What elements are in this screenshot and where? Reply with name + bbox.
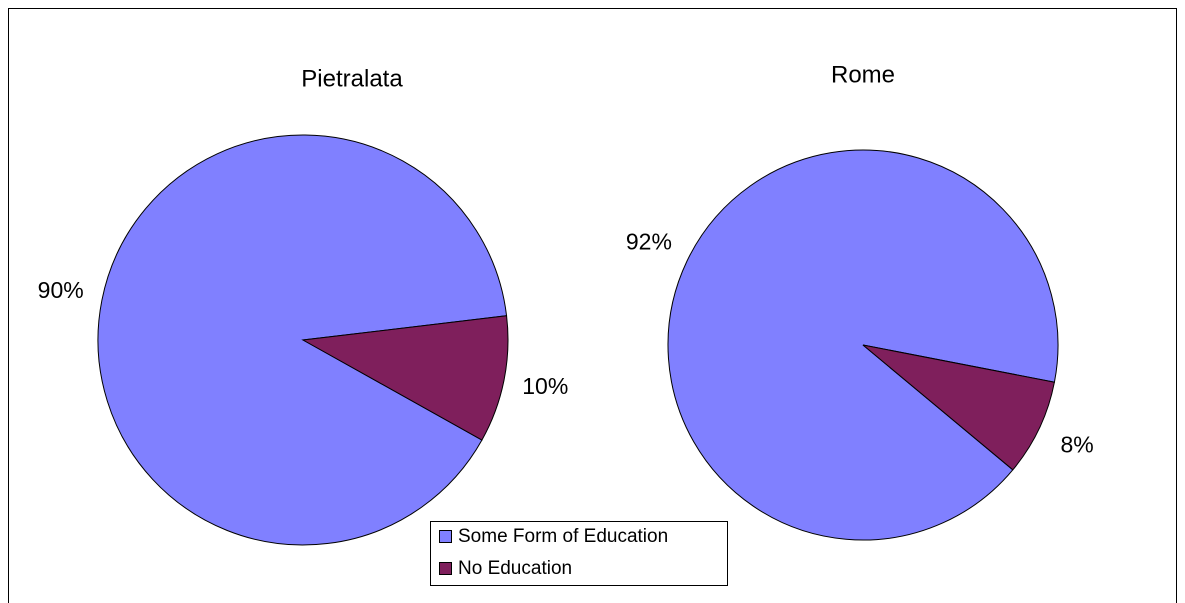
legend-box bbox=[430, 521, 728, 586]
data-label: 92% bbox=[626, 228, 672, 254]
pie-title: Pietralata bbox=[301, 65, 403, 92]
pie-slice bbox=[862, 344, 1056, 471]
legend-swatch bbox=[439, 562, 452, 575]
legend-label: Some Form of Education bbox=[458, 526, 668, 547]
data-label: 10% bbox=[522, 373, 568, 399]
legend-swatch bbox=[439, 530, 452, 543]
legend-label: No Education bbox=[458, 558, 572, 579]
data-label: 8% bbox=[1060, 432, 1093, 458]
pie-slice bbox=[301, 315, 509, 441]
data-label: 90% bbox=[38, 277, 84, 303]
chart-frame bbox=[8, 8, 1177, 603]
pie-title: Rome bbox=[831, 61, 895, 88]
